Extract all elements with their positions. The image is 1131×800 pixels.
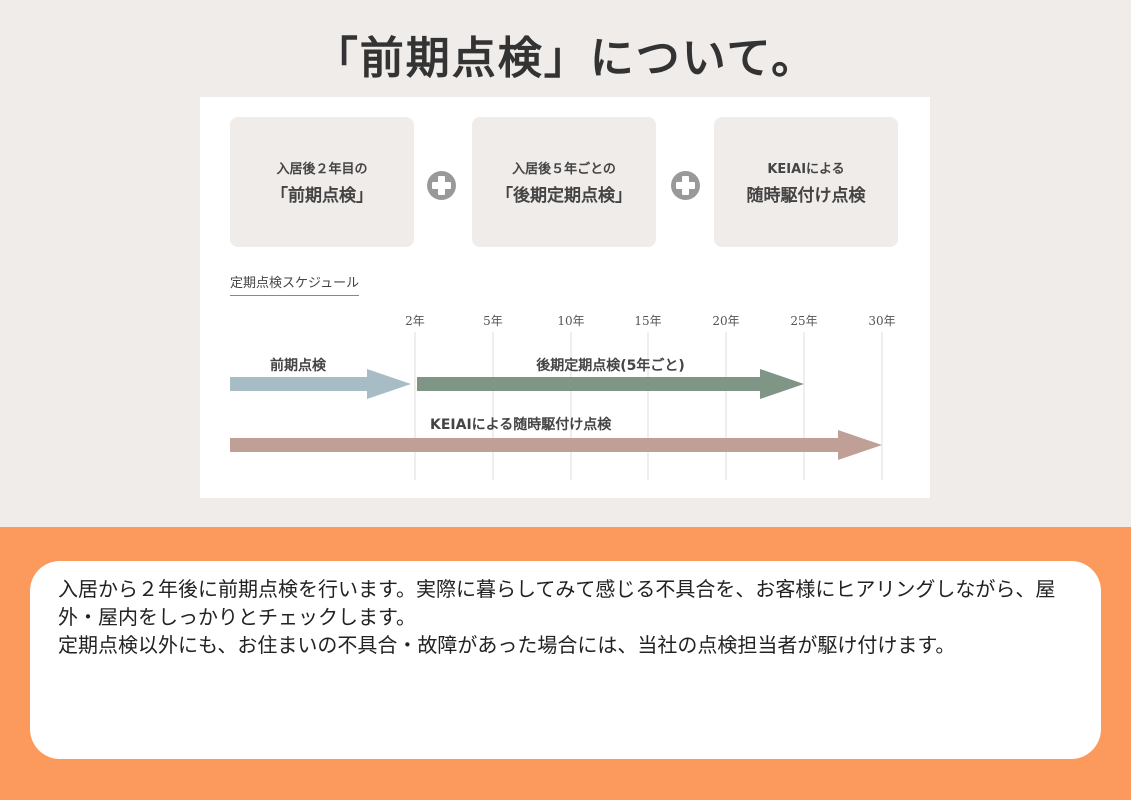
- plus-circle-icon: [671, 171, 700, 200]
- description-paragraph: 入居から２年後に前期点検を行います。実際に暮らしてみて感じる不具合を、お客様にヒ…: [58, 577, 1056, 629]
- description-paragraph: 定期点検以外にも、お住まいの不具合・故障があった場合には、当社の点検担当者が駆け…: [58, 633, 956, 657]
- arrow-2: [230, 430, 882, 460]
- box-line1: KEIAIによる: [767, 162, 845, 177]
- arrow-label: KEIAIによる随時駆付け点検: [430, 416, 612, 433]
- arrow-0: [230, 369, 411, 399]
- description-section: 入居から２年後に前期点検を行います。実際に暮らしてみて感じる不具合を、お客様にヒ…: [0, 527, 1131, 800]
- tick-label: 30年: [868, 314, 895, 328]
- plus-circle-icon: [427, 171, 456, 200]
- tick-label: 15年: [634, 314, 661, 328]
- description-box: 入居から２年後に前期点検を行います。実際に暮らしてみて感じる不具合を、お客様にヒ…: [30, 561, 1101, 759]
- tick-label: 20年: [712, 314, 739, 328]
- box-anytime-inspection: KEIAIによる 随時駆付け点検: [714, 117, 898, 247]
- tick-label: 5年: [483, 314, 503, 328]
- arrow-label: 前期点検: [270, 357, 327, 374]
- box-line2: 随時駆付け点検: [746, 186, 866, 206]
- inspection-diagram: 入居後２年目の 「前期点検」 入居後５年ごとの 「後期定期点検」 KEIAIによ…: [200, 97, 930, 498]
- tick-label: 25年: [790, 314, 817, 328]
- tick-label: 10年: [557, 314, 584, 328]
- tick-label: 2年: [405, 314, 425, 328]
- box-early-inspection: 入居後２年目の 「前期点検」: [230, 117, 414, 247]
- schedule-title: 定期点検スケジュール: [230, 272, 360, 296]
- arrow-label: 後期定期点検(5年ごと): [536, 357, 685, 374]
- page-title: 「前期点検」について。: [313, 33, 818, 84]
- arrow-1: [417, 369, 804, 399]
- box-line1: 入居後５年ごとの: [512, 162, 616, 177]
- box-line2: 「前期点検」: [271, 186, 373, 206]
- box-line1: 入居後２年目の: [276, 162, 368, 177]
- box-late-inspection: 入居後５年ごとの 「後期定期点検」: [472, 117, 656, 247]
- box-line2: 「後期定期点検」: [496, 186, 632, 206]
